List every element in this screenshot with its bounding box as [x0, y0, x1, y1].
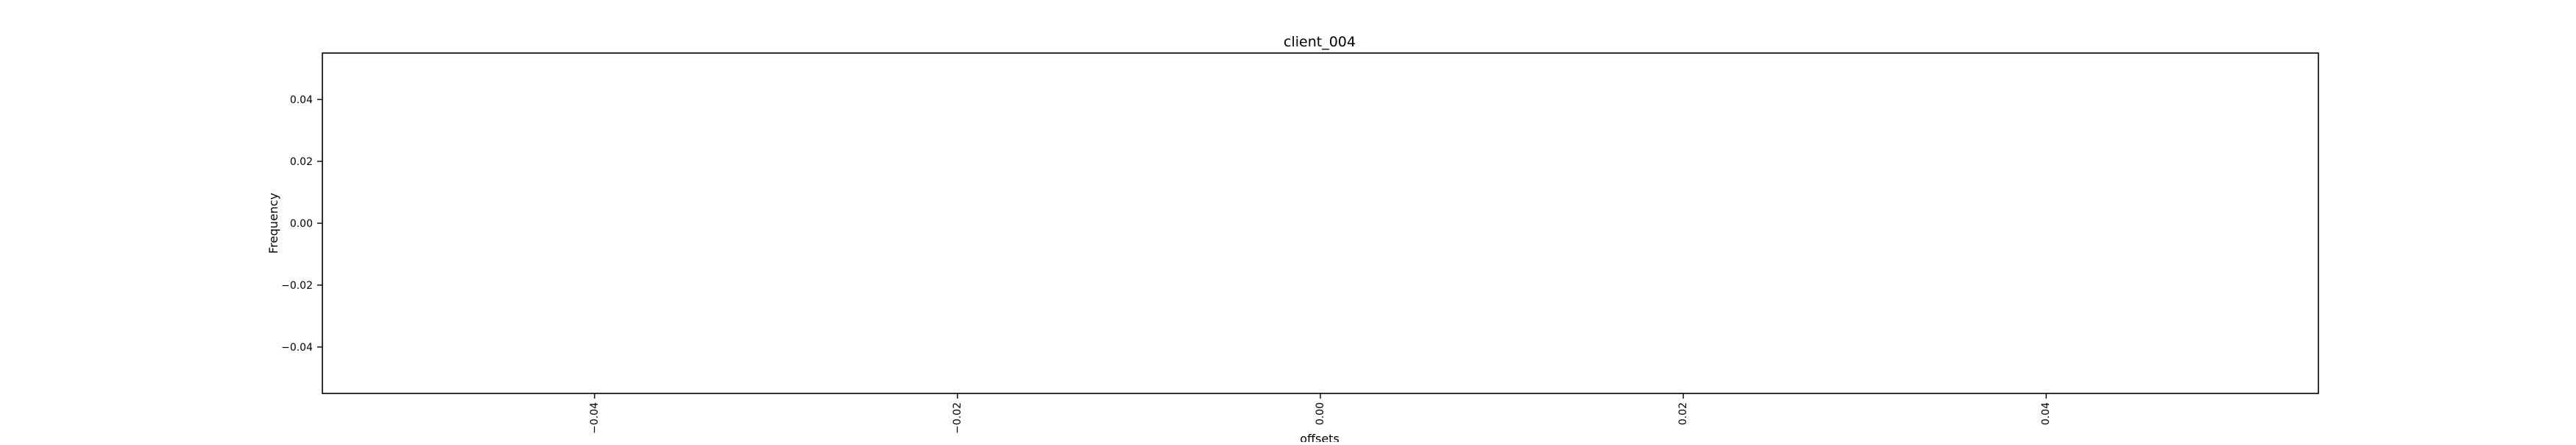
y-tick-label: −0.02: [281, 280, 313, 292]
x-tick-label: 0.02: [1677, 402, 1689, 425]
x-tick-label: −0.04: [589, 402, 601, 434]
x-axis-label: offsets: [1300, 432, 1340, 442]
x-tick-label: −0.02: [952, 402, 963, 434]
y-tick-label: 0.02: [290, 156, 313, 168]
y-tick-label: 0.04: [290, 94, 313, 106]
x-tick-label: 0.04: [2040, 402, 2052, 425]
y-tick-label: −0.04: [281, 342, 313, 354]
y-axis: −0.04 −0.02 0.00 0.02 0.04: [281, 94, 322, 354]
chart-title: client_004: [1284, 34, 1356, 50]
x-tick-label: 0.00: [1314, 402, 1326, 425]
y-axis-label: Frequency: [266, 193, 280, 254]
x-axis: −0.04 −0.02 0.00 0.02 0.04: [589, 393, 2052, 434]
y-tick-label: 0.00: [290, 218, 313, 230]
